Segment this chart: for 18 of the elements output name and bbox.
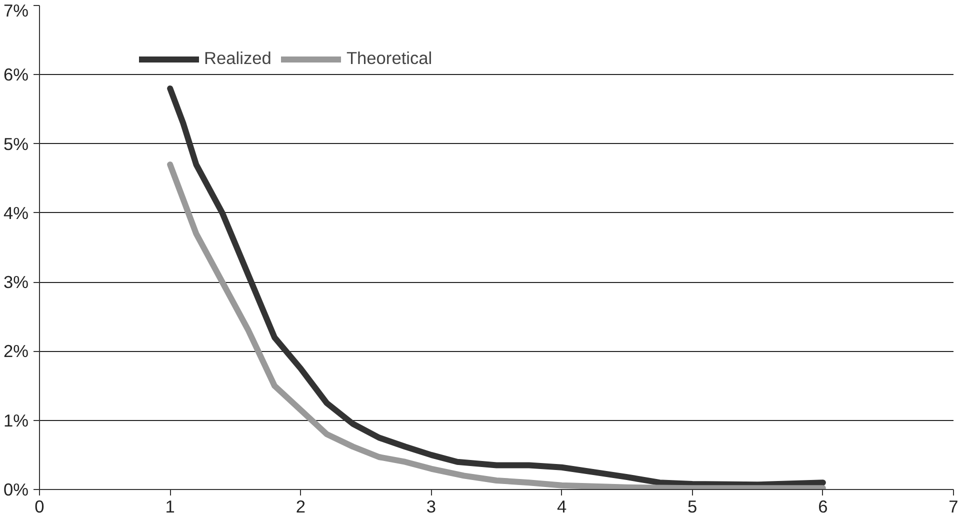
y-tick-label: 7%	[3, 0, 28, 20]
x-tick-label: 5	[688, 496, 698, 516]
legend-label: Realized	[204, 48, 272, 69]
legend-label: Theoretical	[346, 48, 432, 69]
y-tick-label: 3%	[3, 272, 28, 292]
y-tick-label: 1%	[3, 410, 28, 430]
x-tick-label: 7	[948, 496, 958, 516]
x-tick-label: 0	[34, 496, 44, 516]
x-tick-label: 4	[556, 496, 567, 516]
x-tick-label: 3	[426, 496, 436, 516]
y-tick-label: 0%	[3, 480, 28, 500]
x-tick-label: 2	[296, 496, 306, 516]
y-tick-label: 4%	[3, 202, 28, 223]
x-tick-label: 1	[165, 496, 175, 516]
y-tick-label: 5%	[3, 134, 28, 154]
x-tick-label: 6	[818, 496, 828, 516]
y-tick-label: 2%	[3, 341, 28, 362]
y-tick-label: 6%	[3, 64, 28, 85]
